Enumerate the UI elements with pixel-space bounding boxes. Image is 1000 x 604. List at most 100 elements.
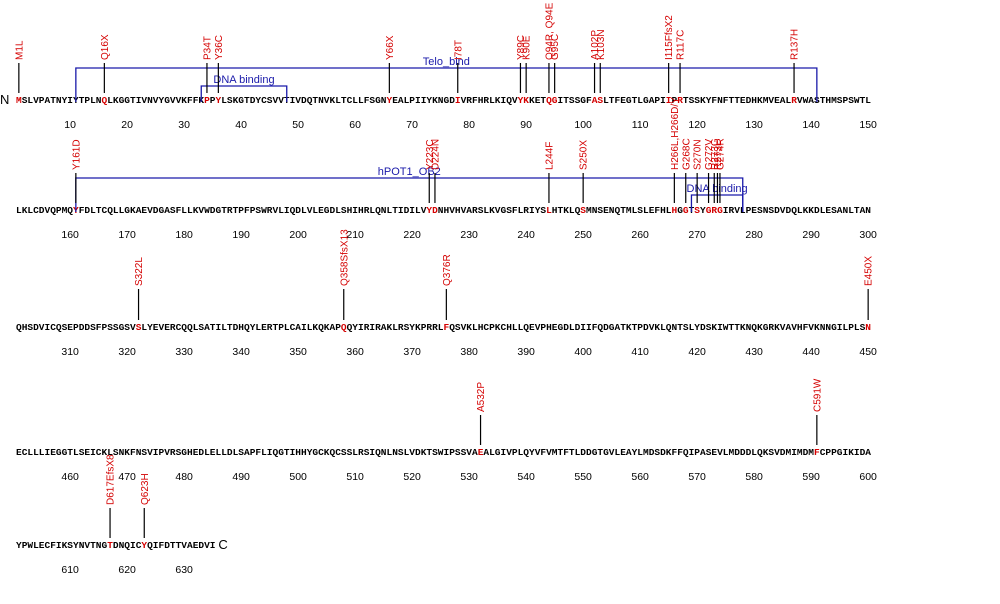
residue: F	[255, 447, 261, 458]
residue: D	[84, 322, 90, 333]
residue: F	[592, 322, 598, 333]
residue: M	[729, 447, 735, 458]
residue: M	[831, 95, 837, 106]
residue: Y	[16, 540, 22, 551]
residue: Q	[666, 322, 672, 333]
residue: I	[854, 447, 860, 458]
residue: L	[216, 447, 222, 458]
residue: G	[683, 205, 689, 216]
residue: I	[660, 95, 666, 106]
position-tick: 580	[745, 471, 763, 483]
residue: K	[803, 205, 809, 216]
residue: Y	[632, 447, 638, 458]
residue: D	[575, 322, 581, 333]
residue: I	[689, 447, 695, 458]
residue: L	[301, 205, 307, 216]
residue: V	[495, 205, 501, 216]
sequence-row: ECLLLIEGGTLSEICKLSNKFNSVIPVRSGHEDLELLDLS…	[16, 447, 871, 458]
residue: L	[141, 322, 147, 333]
residue: L	[335, 205, 341, 216]
residue: R	[364, 205, 370, 216]
residue: T	[67, 447, 73, 458]
residue: L	[33, 540, 39, 551]
mutation-label: L244F	[544, 142, 555, 170]
mutation-label: G268C	[681, 138, 692, 170]
residue: S	[540, 205, 546, 216]
residue: G	[216, 205, 222, 216]
residue: I	[421, 95, 427, 106]
residue: A	[136, 205, 142, 216]
position-tick: 340	[232, 346, 250, 358]
residue: M	[552, 447, 558, 458]
residue: I	[586, 322, 592, 333]
position-tick: 560	[631, 471, 649, 483]
residue: L	[632, 205, 638, 216]
residue: S	[113, 447, 119, 458]
residue: T	[233, 205, 239, 216]
position-tick: 110	[632, 119, 649, 131]
position-tick: 140	[802, 119, 820, 131]
residue: L	[255, 322, 261, 333]
residue: G	[62, 447, 68, 458]
residue: R	[432, 322, 438, 333]
residue: I	[153, 540, 159, 551]
residue: G	[706, 205, 712, 216]
residue: D	[603, 322, 609, 333]
residue: K	[193, 205, 199, 216]
sequence-row: QHSDVICQSEPDDSFPSSGSVSLYEVERCQQLSATILTDH…	[16, 322, 871, 333]
residue: S	[62, 322, 68, 333]
position-tick: 330	[175, 346, 193, 358]
residue: E	[825, 205, 831, 216]
residue: D	[404, 205, 410, 216]
residue: L	[615, 447, 621, 458]
residue: L	[187, 205, 193, 216]
residue: P	[84, 95, 90, 106]
residue: S	[267, 95, 273, 106]
residue: Q	[683, 447, 689, 458]
position-tick: 610	[61, 564, 79, 576]
residue: L	[233, 447, 239, 458]
residue: S	[694, 95, 700, 106]
residue: T	[729, 95, 735, 106]
residue: F	[96, 322, 102, 333]
residue: P	[56, 205, 62, 216]
residue: S	[113, 322, 119, 333]
residue: H	[238, 322, 244, 333]
residue: E	[193, 540, 199, 551]
mutation-label: Y66X	[385, 35, 396, 60]
residue: T	[341, 95, 347, 106]
residue: V	[546, 447, 552, 458]
residue: L	[307, 322, 313, 333]
residue: K	[808, 205, 814, 216]
residue: T	[597, 447, 603, 458]
residue: I	[843, 447, 849, 458]
residue: Q	[615, 205, 621, 216]
residue: F	[803, 322, 809, 333]
residue: S	[506, 205, 512, 216]
position-tick: 300	[859, 229, 877, 241]
residue: R	[398, 322, 404, 333]
position-tick: 590	[802, 471, 820, 483]
residue: S	[831, 205, 837, 216]
residue: E	[774, 95, 780, 106]
residue: I	[369, 322, 375, 333]
residue: L	[221, 447, 227, 458]
residue: T	[632, 95, 638, 106]
residue: K	[495, 322, 501, 333]
residue: Y	[147, 322, 153, 333]
residue: H	[358, 205, 364, 216]
mutation-marker: Y36C	[214, 35, 225, 93]
residue: N	[746, 322, 752, 333]
sequence-text: MSLVPATNYIYTPLNQLKGGTIVNVYGVVKFFKPPYLSKG…	[16, 95, 871, 106]
residue: L	[404, 447, 410, 458]
residue: V	[324, 95, 330, 106]
residue: A	[381, 322, 387, 333]
residue: G	[580, 95, 586, 106]
residue: T	[854, 205, 860, 216]
mutation-label: Y161D	[71, 139, 82, 170]
residue: L	[387, 447, 393, 458]
residue: Q	[341, 322, 347, 333]
residue: H	[478, 95, 484, 106]
residue: L	[113, 205, 119, 216]
residue: Q	[330, 447, 336, 458]
